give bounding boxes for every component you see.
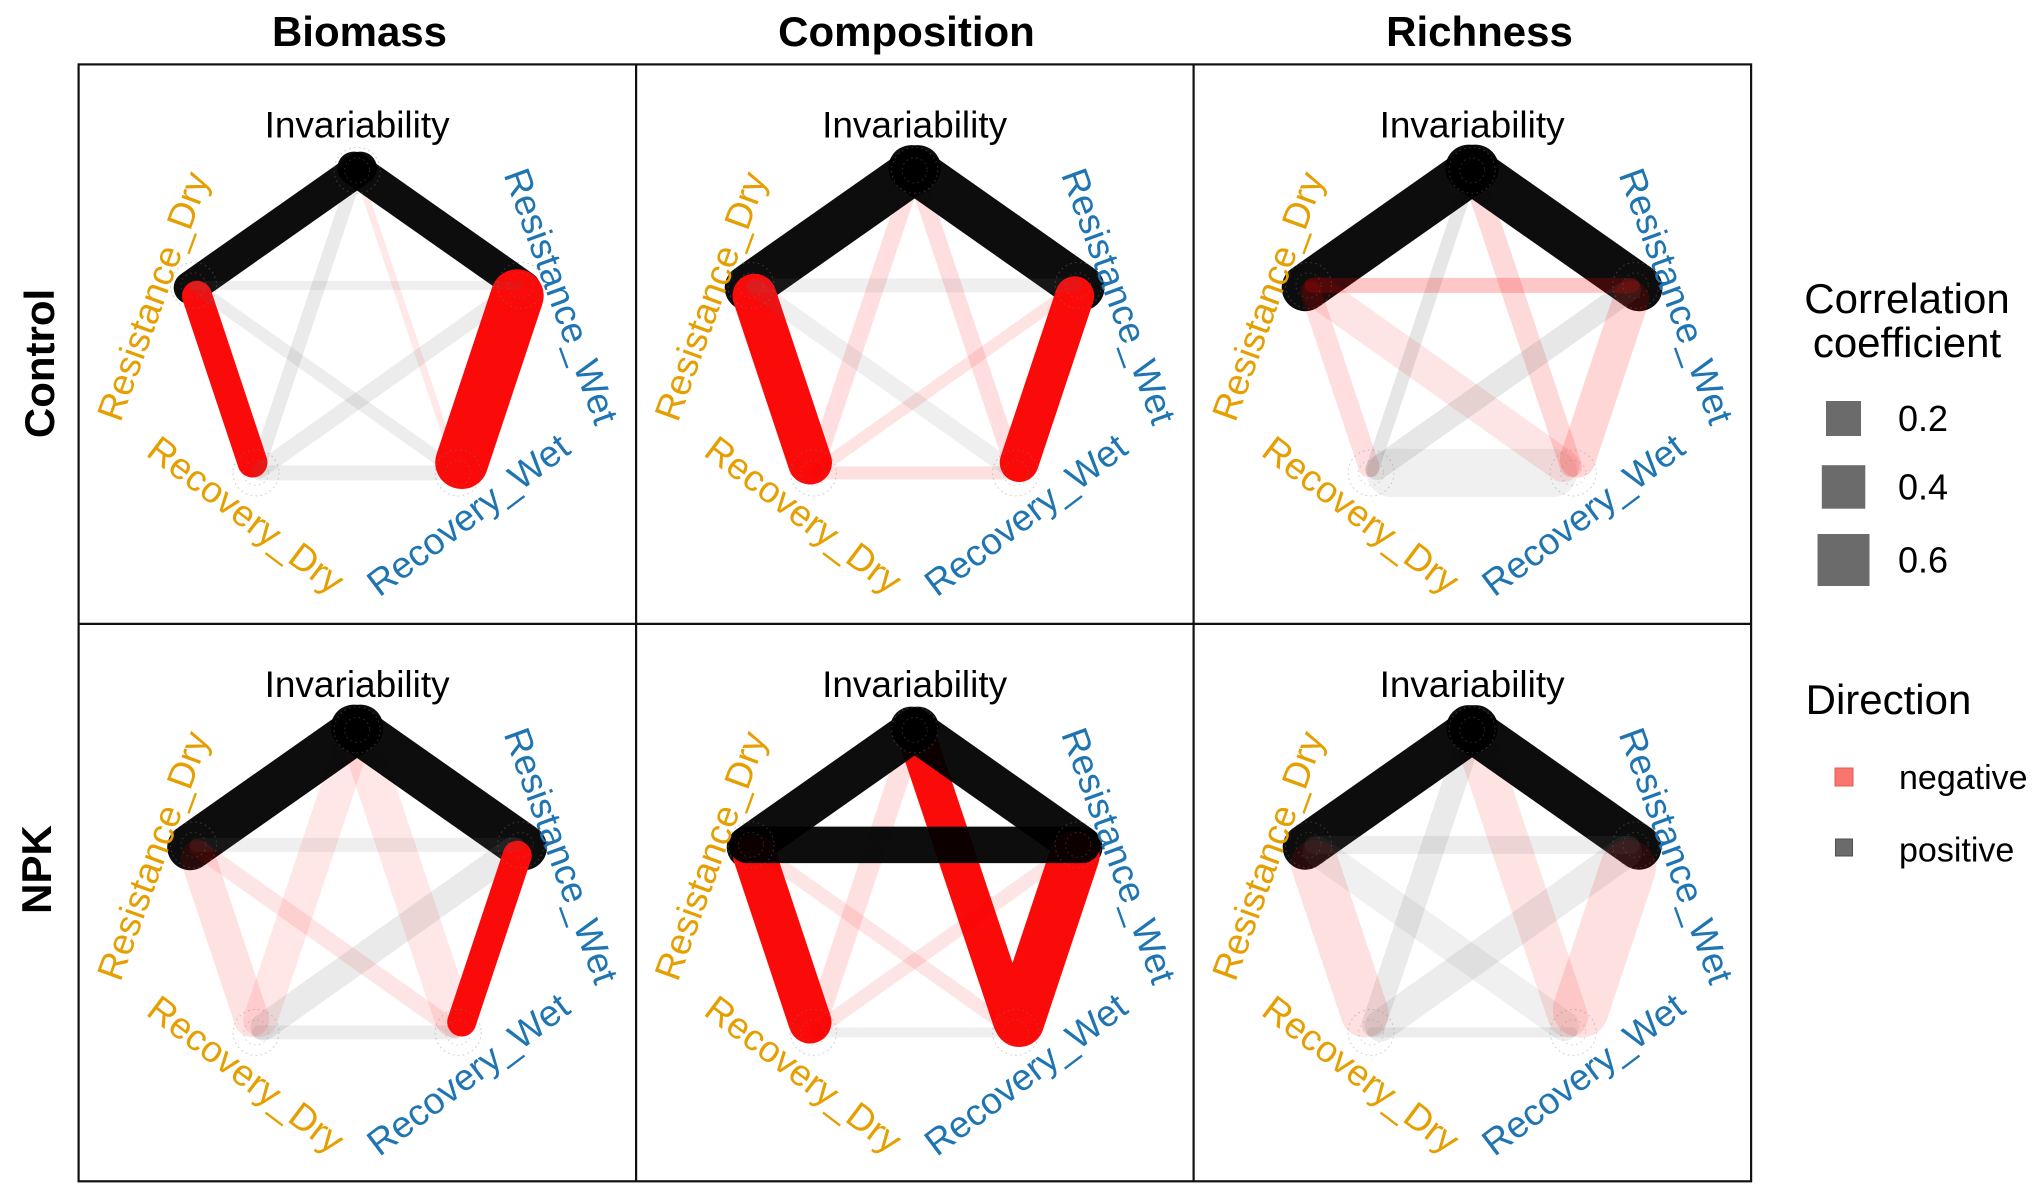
svg-text:0.4: 0.4 (1898, 467, 1948, 508)
svg-text:Invariability: Invariability (1380, 104, 1566, 145)
svg-text:Invariability: Invariability (1380, 664, 1566, 705)
svg-text:coefficient: coefficient (1813, 319, 2002, 366)
svg-text:Invariability: Invariability (265, 104, 451, 145)
svg-text:Invariability: Invariability (822, 664, 1008, 705)
svg-text:0.6: 0.6 (1898, 540, 1948, 581)
svg-text:negative: negative (1899, 759, 2028, 797)
svg-text:Invariability: Invariability (822, 104, 1008, 145)
svg-text:Control: Control (16, 289, 63, 438)
svg-text:Biomass: Biomass (272, 8, 447, 55)
svg-text:Richness: Richness (1386, 8, 1573, 55)
svg-text:Invariability: Invariability (265, 664, 451, 705)
svg-text:Direction: Direction (1806, 676, 1972, 723)
svg-text:Correlation: Correlation (1804, 275, 2009, 322)
svg-text:positive: positive (1899, 832, 2014, 870)
svg-text:Composition: Composition (778, 8, 1035, 55)
svg-text:NPK: NPK (13, 825, 60, 914)
svg-text:0.2: 0.2 (1898, 398, 1948, 439)
